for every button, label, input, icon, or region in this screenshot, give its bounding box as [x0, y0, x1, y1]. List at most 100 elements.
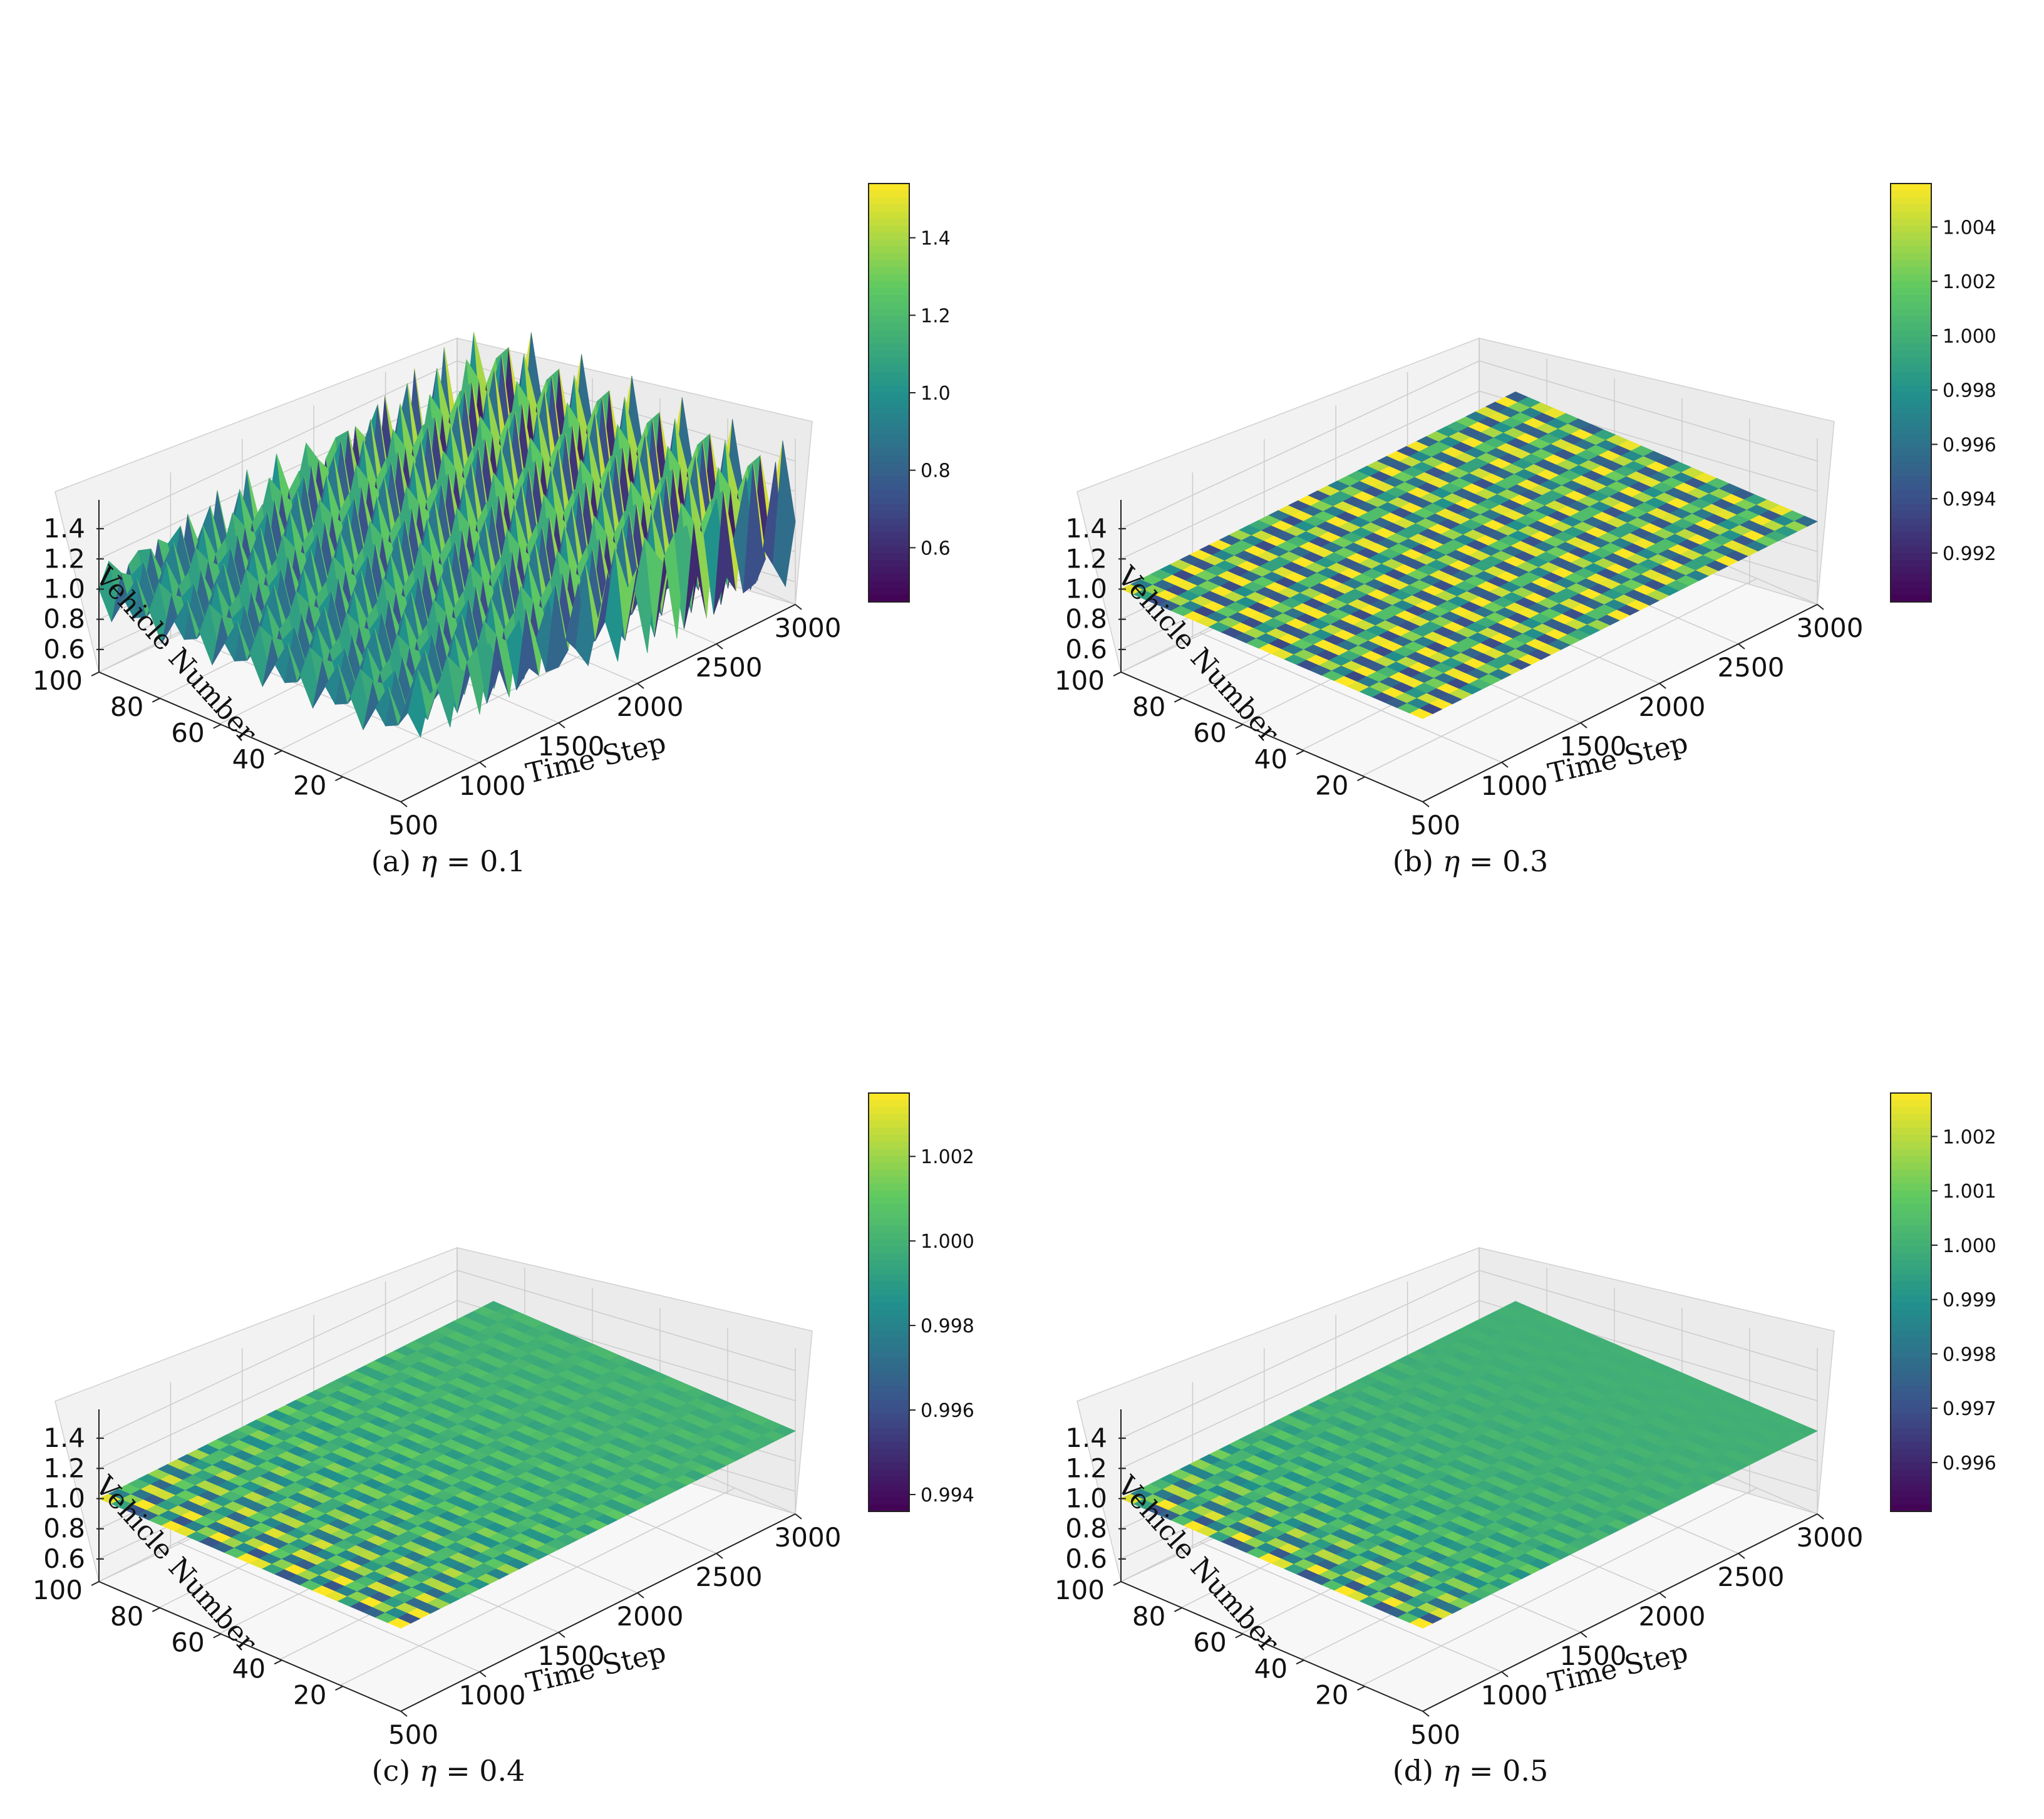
surface-patch [1794, 516, 1818, 527]
colorbar-segment [1891, 581, 1931, 589]
vehicle-tick-mark [1174, 1607, 1182, 1612]
colorbar-segment [1891, 1428, 1931, 1436]
colorbar-segment [869, 365, 909, 373]
colorbar-segment [1891, 574, 1931, 582]
time-tick-label: 2000 [1639, 692, 1706, 722]
colorbar-tick-label: 0.992 [1943, 543, 1996, 565]
vehicle-tick-label: 100 [1055, 1575, 1105, 1605]
colorbar-segment [1891, 288, 1931, 296]
vehicle-tick-label: 100 [33, 1575, 83, 1605]
surface-patch [772, 1425, 796, 1436]
grid-z-left [1120, 1270, 1480, 1439]
colorbar-segment [1891, 1246, 1931, 1254]
caption-c: (c) η = 0.4 [167, 1754, 730, 1788]
colorbar-segment [1891, 1205, 1931, 1213]
colorbar-segment [869, 378, 909, 386]
colorbar-segment [869, 267, 909, 275]
colorbar-segment [869, 1434, 909, 1443]
colorbar-segment [869, 1497, 909, 1505]
colorbar-segment [1891, 1379, 1931, 1387]
colorbar-segment [869, 1246, 909, 1254]
vehicle-tick-label: 40 [1254, 1653, 1288, 1684]
colorbar-segment [869, 358, 909, 366]
colorbar-segment [869, 490, 909, 498]
colorbar-segment [869, 462, 909, 470]
colorbar-segment [869, 1205, 909, 1213]
colorbar-segment [1891, 1358, 1931, 1366]
caption-a-prefix: (a) [371, 844, 411, 878]
colorbar-segment [1891, 1163, 1931, 1171]
time-tick-label: 500 [1410, 810, 1460, 841]
colorbar-segment [869, 1476, 909, 1485]
colorbar: 0.994 0.996 0.998 1.000 1.002 [868, 1092, 974, 1512]
grid-z-right [1479, 360, 1818, 462]
time-tick-label: 3000 [1797, 613, 1864, 643]
vehicle-tick-mark [1296, 1659, 1304, 1665]
colorbar-frame [868, 1092, 910, 1512]
colorbar-segment [1891, 197, 1931, 205]
colorbar-segment [1891, 1183, 1931, 1191]
time-tick-label: 2500 [696, 652, 763, 683]
time-tick-label: 1500 [1560, 731, 1627, 762]
colorbar-segment [1891, 560, 1931, 568]
colorbar-segment [1891, 448, 1931, 456]
colorbar-segment [1891, 1337, 1931, 1345]
colorbar-segment [869, 1379, 909, 1387]
vehicle-tick-mark [335, 776, 343, 782]
grid-time [1199, 1542, 1502, 1672]
colorbar-tick-label: 1.4 [921, 228, 951, 250]
colorbar-segment [1891, 1421, 1931, 1429]
colorbar-segment [1891, 1448, 1931, 1456]
colorbar-segment [1891, 441, 1931, 449]
colorbar-segment [869, 1190, 909, 1198]
time-tick-label: 500 [388, 1719, 438, 1750]
colorbar-segment [869, 393, 909, 400]
colorbar-segment [869, 1239, 909, 1247]
colorbar-segment [869, 309, 909, 317]
colorbar-segment [869, 1121, 909, 1129]
colorbar-segment [869, 1141, 909, 1149]
vehicle-tick-label: 60 [171, 1627, 204, 1658]
colorbar-segment [869, 1267, 909, 1275]
colorbar-segment [1891, 511, 1931, 519]
vehicle-axis-line [1120, 1581, 1423, 1712]
colorbar-segment [1891, 351, 1931, 359]
caption-b-equals: = [1468, 844, 1503, 878]
colorbar-segment [1891, 1295, 1931, 1303]
colorbar-segment [1891, 1134, 1931, 1143]
colorbar-segment [1891, 1476, 1931, 1485]
time-axis-line [400, 1513, 796, 1712]
colorbar-segment [1891, 532, 1931, 540]
time-tick-mark [1422, 1711, 1430, 1717]
caption-b-value: 0.3 [1502, 844, 1549, 878]
colorbar-segment [1891, 232, 1931, 240]
z-tick-label: 1.0 [43, 574, 85, 604]
colorbar-segment [1891, 1392, 1931, 1401]
colorbar-segment [869, 1323, 909, 1331]
time-tick-mark [795, 1513, 802, 1520]
caption-a-equals: = [446, 844, 480, 878]
time-tick-mark [637, 683, 644, 689]
colorbar-segment [1891, 1399, 1931, 1407]
colorbar-segment [869, 539, 909, 547]
time-tick-label: 1000 [459, 770, 526, 801]
caption-a-value: 0.1 [480, 844, 526, 878]
grid-time [1199, 632, 1502, 763]
z-tick-label: 1.0 [43, 1483, 85, 1514]
caption-c-value: 0.4 [479, 1754, 525, 1788]
caption-c-equals: = [446, 1754, 480, 1788]
colorbar-tick-label: 0.996 [1943, 434, 1996, 456]
colorbar-segment [869, 1344, 909, 1352]
vehicle-tick-label: 80 [110, 692, 143, 722]
colorbar-segment [1891, 1407, 1931, 1414]
colorbar-segment [869, 553, 909, 561]
time-tick-label: 3000 [1797, 1522, 1864, 1553]
z-tick-label: 0.8 [43, 604, 85, 635]
colorbar-segment [869, 1309, 909, 1317]
colorbar-segment [869, 323, 909, 331]
colorbar-segment [869, 594, 909, 603]
vehicle-tick-label: 20 [1315, 770, 1348, 801]
time-tick-label: 2000 [617, 692, 684, 722]
colorbar-segment [1891, 1309, 1931, 1317]
